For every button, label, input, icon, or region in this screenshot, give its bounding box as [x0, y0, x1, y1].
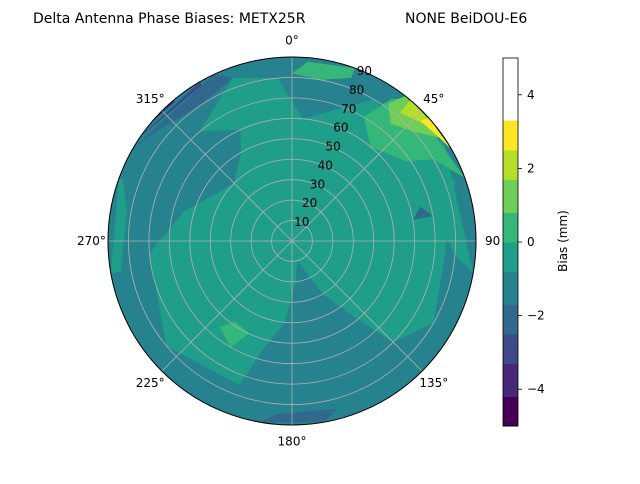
contour-region-10	[132, 74, 233, 149]
contour-region-11	[260, 408, 337, 423]
colorbar-tick-label: −4	[527, 382, 545, 396]
radial-tick-label: 20	[302, 196, 317, 210]
colorbar	[502, 57, 519, 427]
contour-region-13	[151, 100, 175, 123]
radial-tick-label: 50	[325, 140, 340, 154]
contour-region-12	[141, 81, 202, 136]
radial-tick-label: 30	[310, 177, 325, 191]
contour-region-9	[412, 206, 433, 220]
contour-region-5	[292, 61, 355, 80]
angular-gridline-135	[291, 240, 423, 372]
angular-gridline-315	[161, 110, 293, 242]
angle-tick-label: 45°	[423, 92, 444, 106]
colorbar-tick-label: 0	[527, 235, 535, 249]
angle-tick-label: 135°	[419, 376, 448, 390]
polar-outline	[107, 56, 477, 426]
colorbar-band	[503, 396, 518, 427]
chart-title: Delta Antenna Phase Biases: METX25R	[33, 11, 306, 27]
angle-tick-label: 225°	[136, 376, 165, 390]
contour-region-1	[110, 178, 127, 273]
angle-tick-label: 180°	[278, 435, 307, 449]
angle-tick-label: 315°	[136, 92, 165, 106]
angle-tick-label: 270°	[77, 234, 106, 248]
colorbar-band	[503, 363, 518, 398]
radial-tick-label: 60	[333, 121, 348, 135]
colorbar-tick-label: 2	[527, 161, 535, 175]
colorbar-band	[503, 212, 518, 243]
radial-tick-label: 90	[357, 64, 372, 78]
colorbar-band	[503, 179, 518, 214]
radial-tick-label: 70	[341, 102, 356, 116]
contour-region-4	[219, 321, 249, 348]
radial-tick-label: 10	[294, 215, 309, 229]
polar-plot-area	[107, 56, 477, 426]
colorbar-band	[503, 120, 518, 151]
contour-region-3	[363, 98, 465, 179]
angular-gridline-225	[161, 240, 293, 372]
colorbar-tick-label: −2	[527, 309, 545, 323]
colorbar-band	[503, 304, 518, 335]
radial-tick-label: 40	[318, 158, 333, 172]
colorbar-tick-label: 4	[527, 88, 535, 102]
colorbar-band	[503, 271, 518, 306]
angular-gridline-45	[291, 110, 423, 242]
contour-region-2	[424, 135, 474, 273]
colorbar-band	[503, 242, 518, 272]
angle-tick-label: 0°	[285, 33, 299, 47]
colorbar-band	[503, 334, 518, 364]
chart-subtitle: NONE BeiDOU-E6	[405, 11, 527, 27]
radial-tick-label: 80	[349, 83, 364, 97]
colorbar-label: Bias (mm)	[556, 210, 570, 272]
colorbar-band	[503, 150, 518, 180]
contour-region-8	[420, 117, 452, 149]
angle-tick-label: 90	[485, 234, 500, 248]
